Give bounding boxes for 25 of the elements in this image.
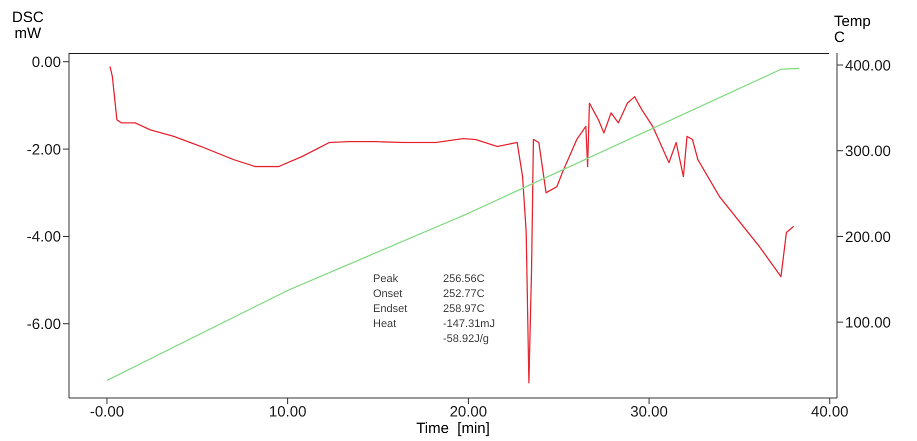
y2-tick-label: 400.00 xyxy=(845,57,891,74)
x-axis-title: Time [min] xyxy=(415,420,491,437)
annotation: Endset xyxy=(373,303,408,315)
x-tick-label: 20.00 xyxy=(450,404,488,421)
y-tick-label: -2.00 xyxy=(26,141,61,158)
y-tick-label: -4.00 xyxy=(26,228,61,246)
x-tick-label: 40.00 xyxy=(811,404,849,421)
y-tick-label: 0.00 xyxy=(32,54,61,72)
annotation: 258.97C xyxy=(443,303,486,315)
y-tick-label: -6.00 xyxy=(26,316,61,334)
annotation: 256.56C xyxy=(443,273,486,285)
annotation: Onset xyxy=(373,288,404,300)
y-axis-title: DSC mW xyxy=(12,9,44,42)
y2-axis-title: Temp C xyxy=(834,13,871,46)
y2-tick-label: 100.00 xyxy=(845,314,891,332)
y2-tick-label: 300.00 xyxy=(845,143,891,160)
annotation: -58.92J/g xyxy=(443,333,490,345)
x-tick-label: 10.00 xyxy=(268,404,306,421)
x-tick-label: 30.00 xyxy=(630,404,668,421)
y2-tick-label: 200.00 xyxy=(845,228,891,246)
annotation: -147.31mJ xyxy=(443,318,496,330)
x-tick-label: -0.00 xyxy=(90,404,124,421)
annotation: Heat xyxy=(373,318,398,330)
annotation: Peak xyxy=(373,273,400,285)
annotation: 252.77C xyxy=(443,288,486,300)
